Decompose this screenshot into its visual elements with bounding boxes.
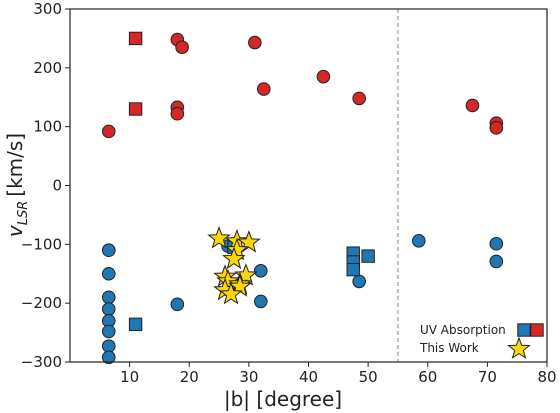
data-point-circle xyxy=(101,302,116,316)
data-point-circle xyxy=(253,294,268,309)
legend-label-uv-absorption: UV Absorption xyxy=(420,323,506,337)
x-tick-label: 60 xyxy=(418,368,437,386)
plot-frame xyxy=(69,8,548,363)
data-point-star xyxy=(207,226,231,249)
data-point-circle xyxy=(352,274,366,289)
data-point-square xyxy=(128,102,143,116)
data-point-circle xyxy=(412,234,426,248)
y-tick-label: 100 xyxy=(33,118,62,136)
data-point-circle xyxy=(101,324,116,339)
y-tick-label: 0 xyxy=(52,177,62,195)
data-point-circle xyxy=(170,106,185,121)
series-uv-absorption-square xyxy=(128,31,143,116)
data-point-circle xyxy=(253,264,268,278)
data-point-circle xyxy=(170,297,185,312)
x-tick-label: 50 xyxy=(359,368,378,386)
y-axis-title-main: v xyxy=(3,224,27,237)
legend-label-this-work: This Work xyxy=(419,341,479,355)
y-tick-label: 200 xyxy=(33,59,62,77)
x-tick-label: 80 xyxy=(537,368,556,386)
data-point-circle xyxy=(101,290,116,305)
x-tick-label: 30 xyxy=(239,368,258,386)
y-tick-label: −200 xyxy=(21,294,62,312)
data-point-square xyxy=(346,262,360,277)
series-this-work-star xyxy=(207,226,261,305)
data-point-square xyxy=(128,317,143,332)
data-point-circle xyxy=(101,124,116,139)
data-point-circle xyxy=(175,40,189,55)
data-point-star xyxy=(222,246,246,270)
y-tick-label: −100 xyxy=(21,235,62,253)
data-point-circle xyxy=(465,98,480,113)
axes: 10 20 30 40 50 60 70 80 −300 −200 −100 0 100 200 300 xyxy=(21,0,557,386)
data-point-circle xyxy=(101,350,116,365)
data-point-circle xyxy=(489,236,504,251)
data-point-circle xyxy=(489,254,504,269)
data-point-square xyxy=(128,31,143,46)
data-point-circle xyxy=(256,82,271,96)
legend-marker-square-red xyxy=(530,323,544,337)
data-point-star xyxy=(234,263,258,286)
data-point-circle xyxy=(101,266,116,281)
data-point-square xyxy=(361,249,375,263)
plot-area xyxy=(101,9,504,365)
x-axis-title: |b| [degree] xyxy=(224,387,342,411)
data-point-circle xyxy=(316,69,331,84)
x-tick-label: 40 xyxy=(299,368,318,386)
x-tick-label: 20 xyxy=(180,368,199,386)
data-point-circle xyxy=(248,35,262,50)
legend: UV Absorption This Work xyxy=(419,323,544,360)
data-point-star xyxy=(237,230,261,253)
data-point-circle xyxy=(352,91,366,106)
y-axis-title-sub: LSR xyxy=(16,201,31,226)
y-tick-label: 300 xyxy=(33,0,62,18)
data-point-circle xyxy=(101,243,116,258)
series-uv-absorption-circle xyxy=(101,32,504,139)
y-axis-title: vLSR [km/s] xyxy=(3,133,31,237)
y-axis-title-unit: [km/s] xyxy=(3,133,27,197)
data-point-star xyxy=(219,281,243,305)
y-tick-label: −300 xyxy=(21,353,62,371)
data-point-circle xyxy=(489,121,504,135)
x-tick-label: 70 xyxy=(478,368,497,386)
x-tick-label: 10 xyxy=(120,368,139,386)
legend-marker-star xyxy=(507,336,531,360)
series-uv-absorption-square xyxy=(128,240,375,332)
legend-marker-square-blue xyxy=(517,323,531,337)
